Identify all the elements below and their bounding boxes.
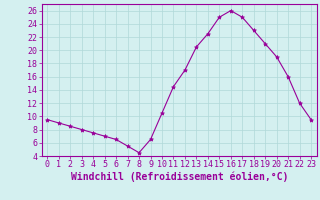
X-axis label: Windchill (Refroidissement éolien,°C): Windchill (Refroidissement éolien,°C) xyxy=(70,172,288,182)
